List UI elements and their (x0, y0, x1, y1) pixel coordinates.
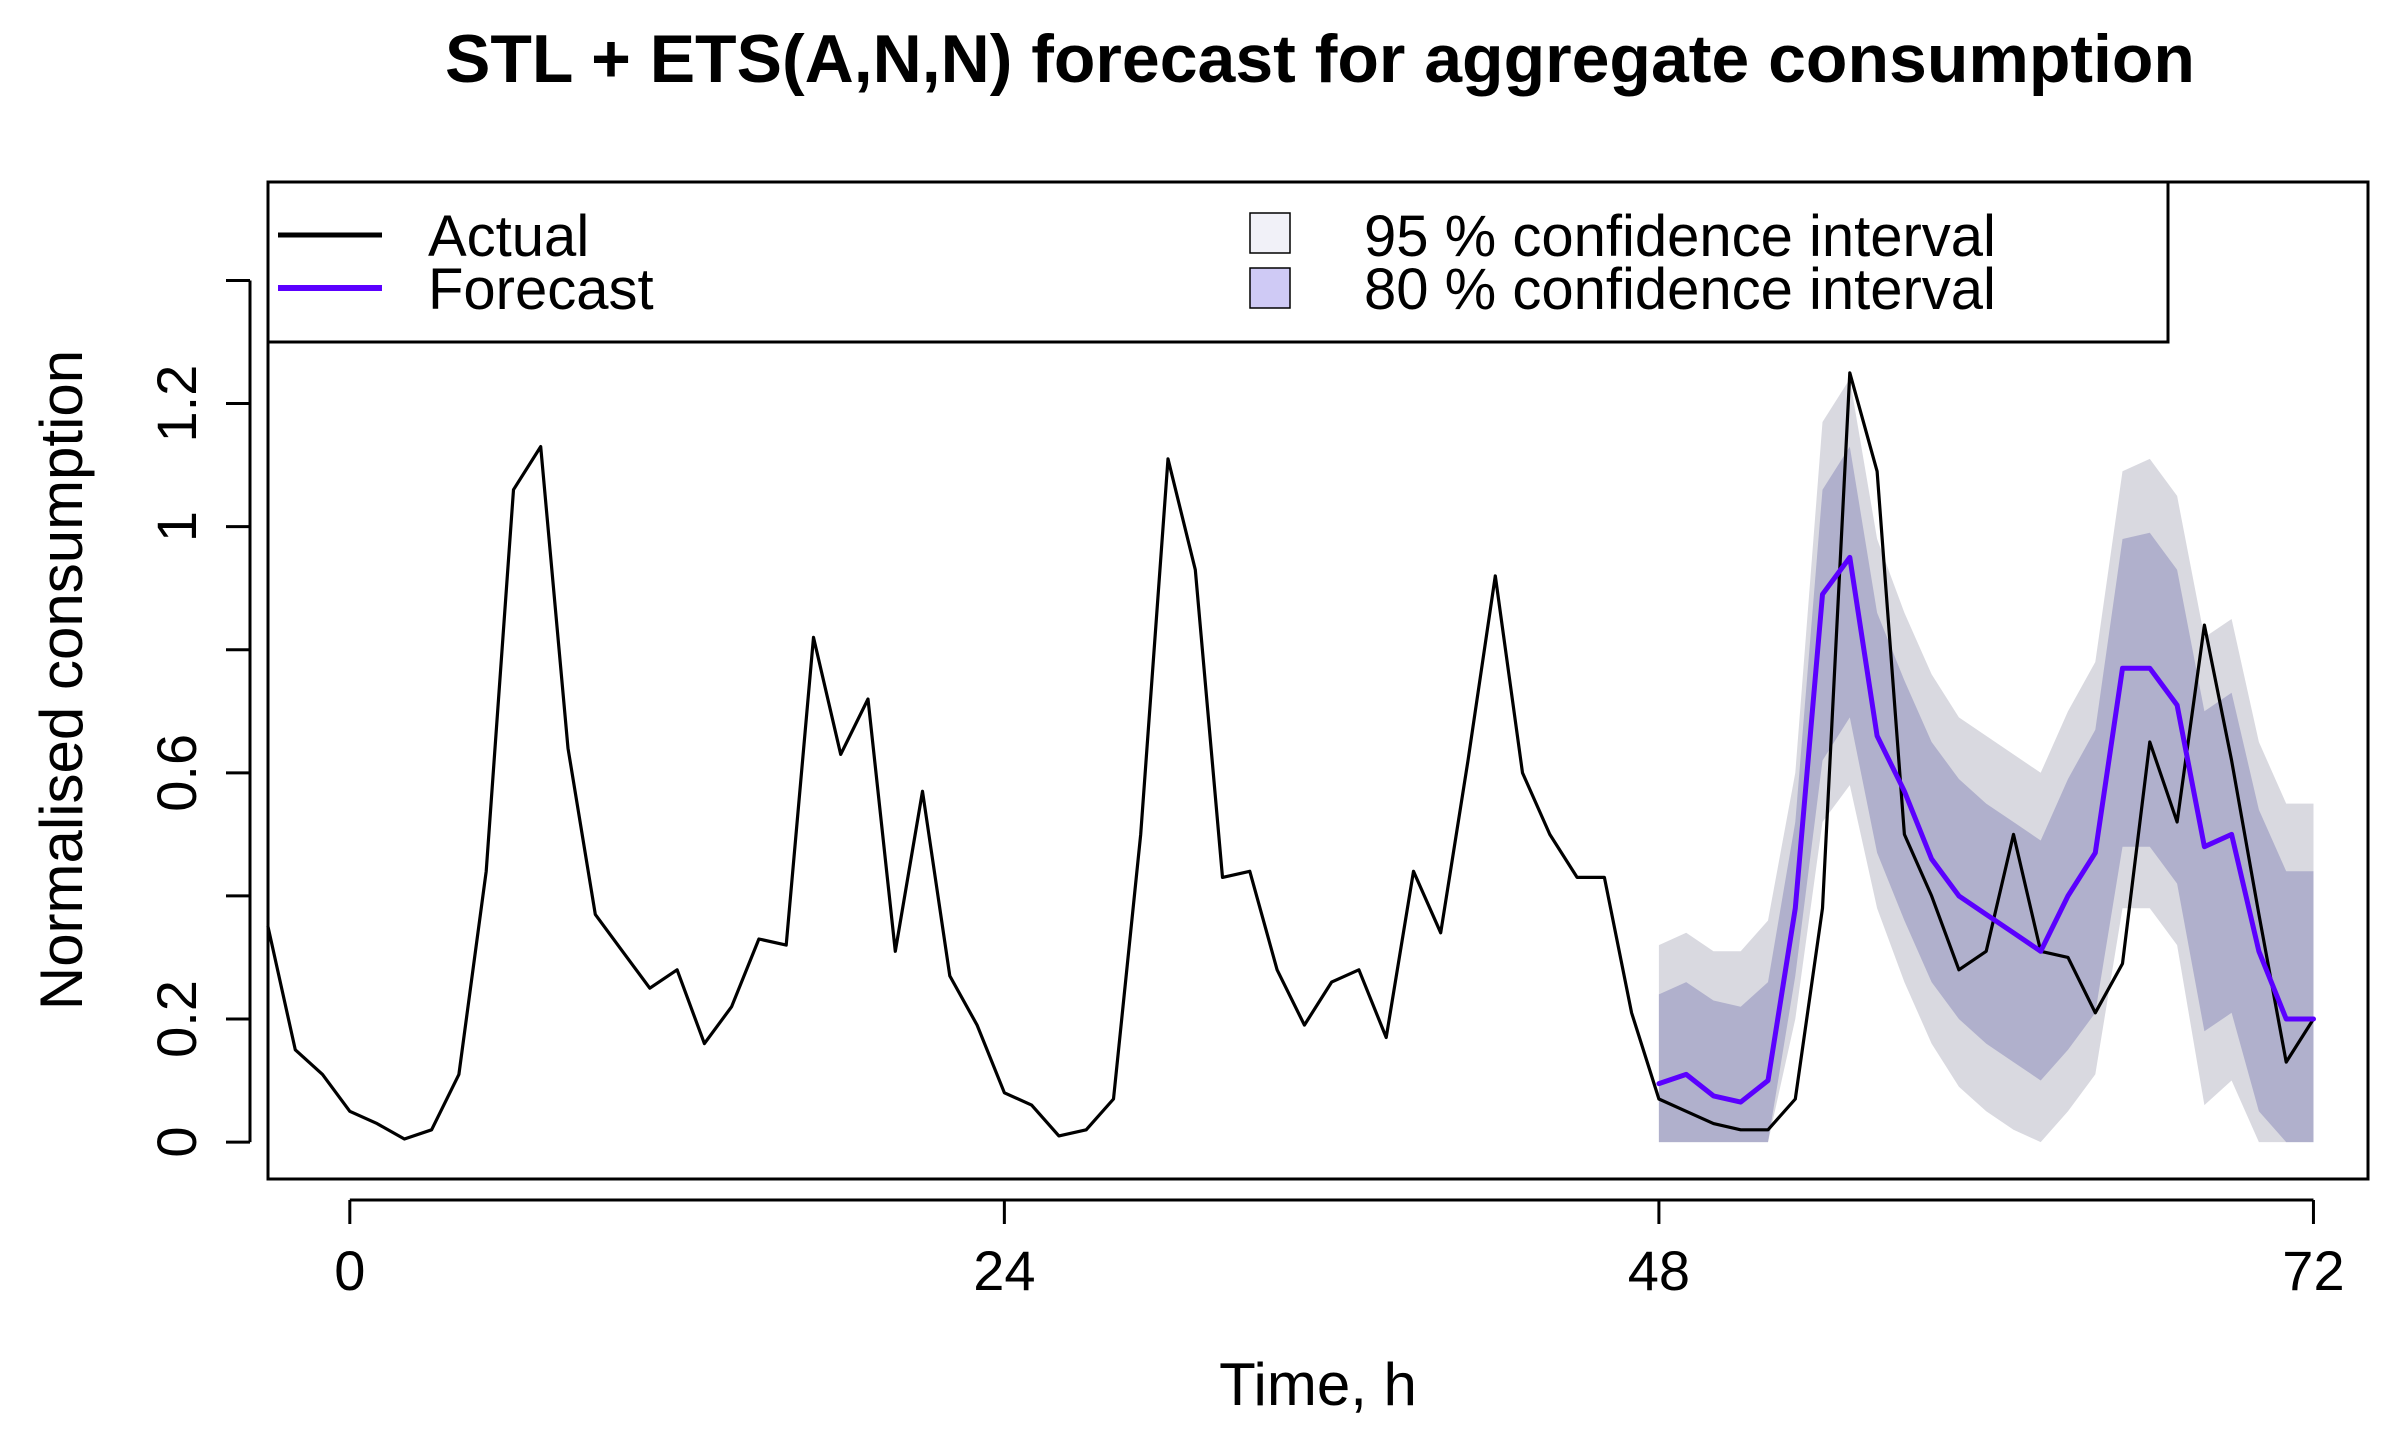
legend-actual-label: Actual (428, 204, 589, 269)
y-tick-label: 1.2 (145, 365, 208, 443)
actual-layer (266, 371, 2316, 1141)
forecast-series-line (1656, 554, 2316, 1105)
legend-ci80-label: 80 % confidence interval (1364, 257, 1996, 322)
y-tick-label: 0.2 (145, 980, 208, 1058)
y-tick-label: 0.6 (145, 734, 208, 812)
legend-ci95-label: 95 % confidence interval (1364, 204, 1996, 269)
legend-box (266, 180, 2170, 344)
x-tick-label: 48 (1628, 1239, 1690, 1302)
legend-ci95-swatch (1249, 212, 1291, 254)
y-axis-label: Normalised consumption (28, 350, 95, 1010)
x-tick-label: 0 (334, 1239, 365, 1302)
y-tick-label: 1 (145, 511, 208, 542)
legend-ci80-swatch (1249, 267, 1291, 309)
x-axis-label: Time, h (1219, 1351, 1417, 1418)
chart-title: STL + ETS(A,N,N) forecast for aggregate … (445, 21, 2195, 97)
forecast-layer (1656, 554, 2316, 1105)
x-tick-label: 24 (973, 1239, 1035, 1302)
x-axis: 0 24 48 72 (334, 1198, 2345, 1302)
y-axis: 0 0.2 0.6 1 1.2 (145, 278, 252, 1158)
y-tick-label: 0 (145, 1127, 208, 1158)
x-tick-label: 72 (2282, 1239, 2344, 1302)
legend-forecast-label: Forecast (428, 257, 654, 322)
actual-series-line (266, 371, 2316, 1141)
legend: Actual Forecast 95 % confidence interval… (266, 180, 2170, 344)
